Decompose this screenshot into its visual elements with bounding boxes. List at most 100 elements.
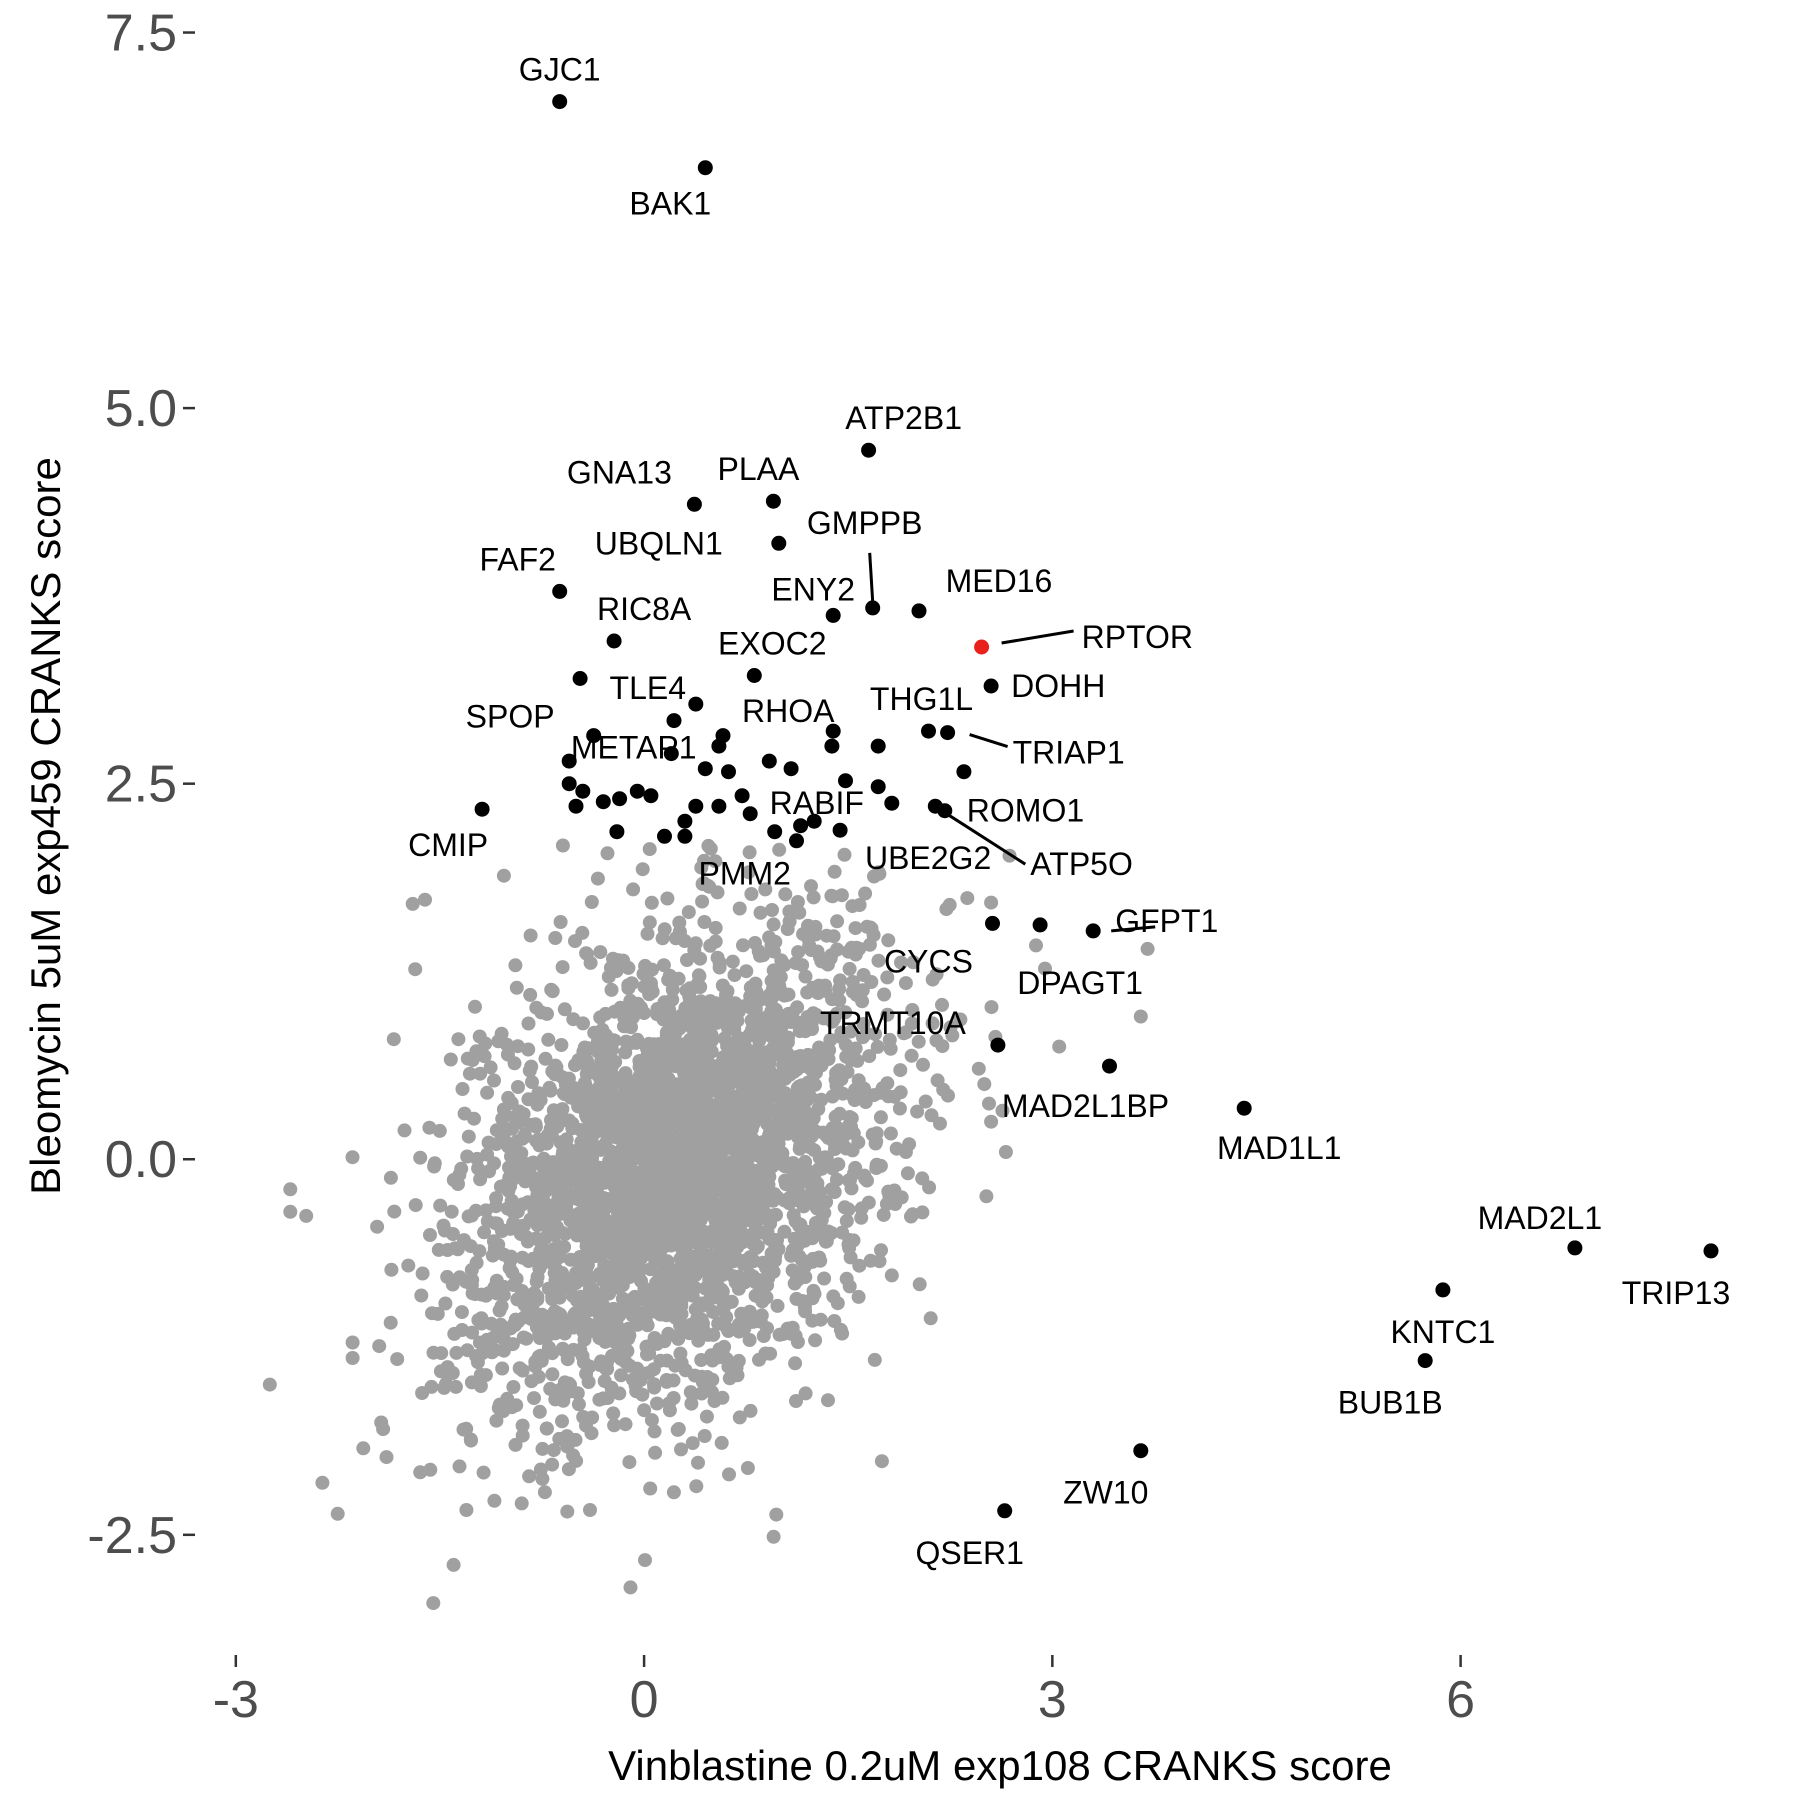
- background-point: [638, 1553, 652, 1568]
- background-point: [851, 1289, 866, 1304]
- background-point: [883, 1041, 898, 1056]
- background-point: [725, 954, 740, 969]
- background-point: [468, 999, 482, 1014]
- hit-point: [870, 779, 886, 795]
- background-point: [697, 1429, 712, 1443]
- background-point: [854, 1201, 869, 1216]
- background-point: [459, 1503, 474, 1517]
- gene-label-ric8a: RIC8A: [597, 591, 692, 627]
- background-point: [945, 1028, 960, 1043]
- background-point: [714, 1435, 729, 1450]
- background-point: [685, 1080, 700, 1095]
- background-point: [694, 860, 709, 875]
- background-point: [740, 1461, 755, 1475]
- gene-label-bub1b: BUB1B: [1338, 1385, 1443, 1421]
- background-point: [732, 901, 747, 916]
- background-point: [635, 862, 650, 877]
- background-point: [374, 1415, 389, 1430]
- background-point: [634, 1196, 649, 1211]
- gene-label-ubqln1: UBQLN1: [595, 525, 723, 561]
- gene-label-tle4: TLE4: [610, 670, 686, 706]
- background-point: [789, 1097, 804, 1112]
- background-point: [553, 915, 568, 929]
- background-point: [413, 1150, 428, 1165]
- background-point: [622, 1001, 637, 1016]
- background-point: [601, 969, 616, 984]
- background-point: [583, 1503, 597, 1517]
- background-point: [710, 1105, 725, 1120]
- background-point: [699, 1409, 714, 1424]
- background-point: [539, 1421, 554, 1436]
- hit-point: [629, 783, 645, 799]
- background-point: [502, 1160, 516, 1175]
- background-point: [657, 1334, 672, 1349]
- background-point: [902, 1137, 917, 1152]
- background-point: [661, 1005, 676, 1019]
- background-point: [444, 1204, 459, 1219]
- background-point: [858, 1171, 873, 1186]
- background-point: [734, 1306, 749, 1321]
- x-tick-label: 0: [630, 1671, 659, 1729]
- background-point: [935, 1039, 950, 1054]
- background-point: [543, 1381, 558, 1396]
- hit-point: [568, 798, 584, 814]
- background-point: [593, 945, 608, 960]
- hit-point: [806, 813, 822, 829]
- background-point: [924, 1108, 939, 1123]
- background-point: [712, 1346, 727, 1361]
- background-point: [746, 1193, 761, 1208]
- labeled-point-cmip: [474, 801, 490, 817]
- background-point: [727, 1175, 742, 1190]
- labeled-point-triap1: [940, 725, 956, 741]
- background-point: [701, 1083, 716, 1098]
- background-point: [775, 1115, 790, 1130]
- background-point: [585, 1104, 600, 1119]
- labeled-point-mad1l1: [1236, 1100, 1252, 1116]
- background-point: [775, 1037, 790, 1052]
- labeled-point-kntc1: [1435, 1282, 1451, 1298]
- background-point: [495, 1361, 510, 1376]
- background-point: [493, 1179, 508, 1194]
- background-point: [561, 1170, 576, 1185]
- background-point: [839, 1214, 854, 1228]
- background-point: [530, 1218, 545, 1233]
- background-point: [790, 1238, 805, 1253]
- background-point: [725, 1203, 740, 1218]
- background-point: [777, 1159, 792, 1174]
- background-point: [464, 1433, 478, 1448]
- background-point: [590, 871, 605, 886]
- background-point: [535, 1441, 550, 1456]
- background-point: [408, 1198, 423, 1213]
- background-point: [495, 1111, 510, 1126]
- background-point: [754, 1083, 769, 1098]
- gene-label-qser1: QSER1: [915, 1535, 1023, 1571]
- background-point: [785, 1320, 800, 1335]
- background-point: [525, 1075, 539, 1090]
- background-point: [706, 1305, 721, 1319]
- background-point: [507, 1056, 522, 1071]
- background-point: [667, 1140, 682, 1155]
- background-point: [844, 1181, 859, 1196]
- background-point: [457, 1106, 472, 1121]
- background-point: [454, 1161, 469, 1176]
- background-point: [691, 1060, 705, 1075]
- background-point: [770, 1148, 785, 1163]
- background-point: [506, 1380, 521, 1394]
- background-point: [640, 1318, 655, 1333]
- background-point: [506, 1278, 521, 1292]
- background-point: [759, 1057, 774, 1072]
- background-point: [545, 1367, 560, 1382]
- background-point: [741, 865, 756, 880]
- background-point: [706, 1327, 721, 1342]
- labeled-point-gfpt1: [1085, 923, 1101, 939]
- background-point: [616, 1192, 631, 1207]
- background-point: [465, 1286, 480, 1301]
- background-point: [691, 1300, 706, 1315]
- leader-line-atp5o: [946, 812, 1027, 866]
- gene-label-dohh: DOHH: [1011, 668, 1105, 704]
- background-point: [641, 1235, 656, 1250]
- gene-label-gjc1: GJC1: [519, 52, 601, 88]
- background-point: [654, 1086, 669, 1101]
- background-point: [708, 854, 723, 869]
- background-point: [489, 1191, 504, 1206]
